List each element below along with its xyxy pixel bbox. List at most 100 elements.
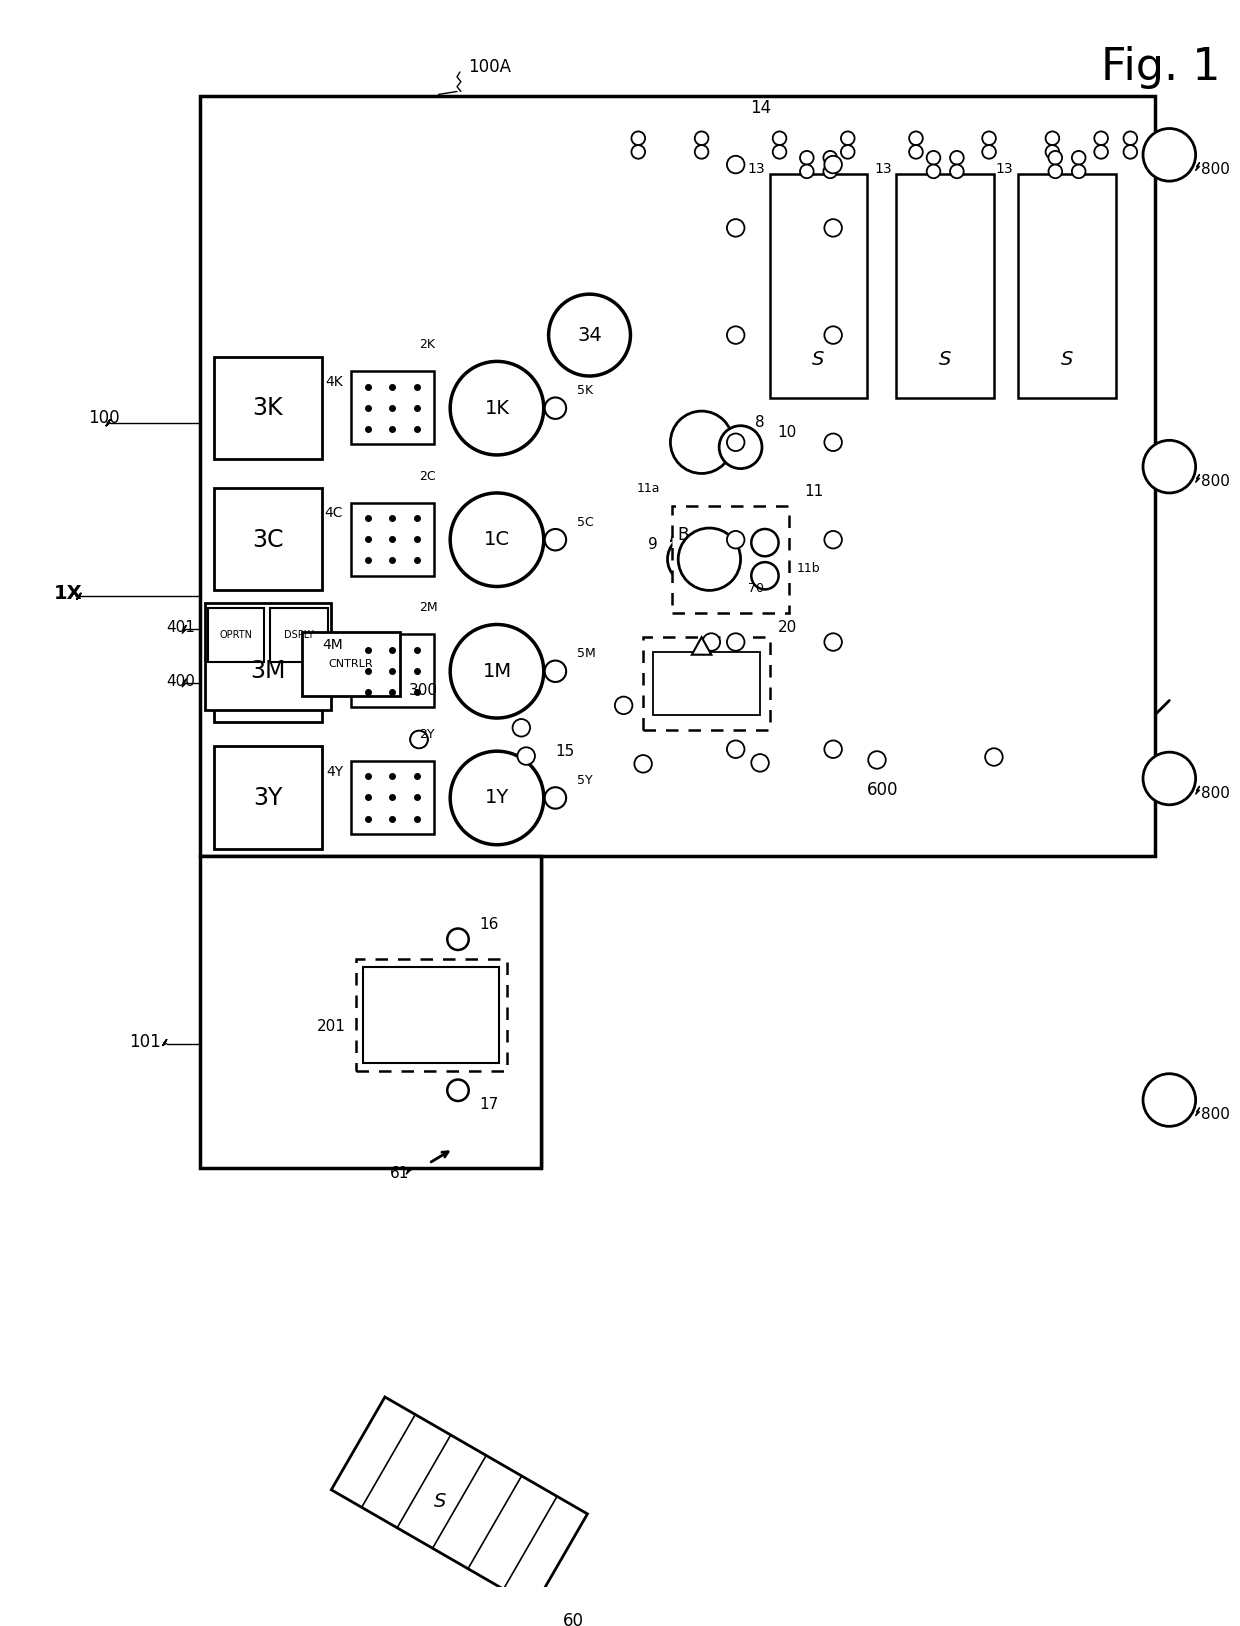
Text: 100: 100 bbox=[88, 408, 119, 428]
Text: 11b: 11b bbox=[797, 563, 821, 576]
Circle shape bbox=[727, 532, 744, 548]
Circle shape bbox=[825, 434, 842, 450]
Circle shape bbox=[1143, 128, 1195, 180]
Bar bbox=[215, 488, 321, 590]
Circle shape bbox=[450, 493, 543, 587]
Bar bbox=[303, 633, 399, 696]
Circle shape bbox=[825, 220, 842, 237]
Circle shape bbox=[727, 434, 744, 450]
Circle shape bbox=[773, 132, 786, 145]
Circle shape bbox=[448, 1080, 469, 1101]
Bar bbox=[363, 966, 498, 1063]
Bar bbox=[356, 959, 507, 1072]
Text: 14: 14 bbox=[750, 99, 771, 117]
Text: 60: 60 bbox=[563, 1613, 584, 1626]
Circle shape bbox=[950, 151, 963, 164]
Circle shape bbox=[751, 528, 779, 556]
Circle shape bbox=[410, 730, 428, 748]
Text: 5M: 5M bbox=[577, 647, 595, 660]
Circle shape bbox=[1143, 441, 1195, 493]
Circle shape bbox=[719, 426, 763, 468]
Circle shape bbox=[517, 748, 534, 764]
Circle shape bbox=[1143, 753, 1195, 805]
Text: 201: 201 bbox=[317, 1020, 346, 1034]
Circle shape bbox=[703, 633, 720, 650]
Text: 34: 34 bbox=[577, 325, 601, 345]
Bar bbox=[1018, 174, 1116, 398]
Text: CNTRLR: CNTRLR bbox=[329, 660, 373, 670]
Circle shape bbox=[909, 132, 923, 145]
Text: 4C: 4C bbox=[325, 506, 343, 520]
Text: 800: 800 bbox=[1202, 473, 1230, 489]
Circle shape bbox=[800, 151, 813, 164]
Circle shape bbox=[982, 145, 996, 159]
Circle shape bbox=[450, 361, 543, 455]
Bar bbox=[653, 652, 760, 715]
Circle shape bbox=[841, 132, 854, 145]
Bar bbox=[351, 371, 434, 444]
Circle shape bbox=[825, 740, 842, 758]
Text: S: S bbox=[434, 1493, 446, 1511]
Text: 800: 800 bbox=[1202, 163, 1230, 177]
Text: 3K: 3K bbox=[253, 397, 283, 420]
Text: 300: 300 bbox=[409, 683, 438, 698]
Text: 1K: 1K bbox=[485, 398, 510, 418]
Bar bbox=[215, 356, 321, 459]
Circle shape bbox=[1123, 145, 1137, 159]
Circle shape bbox=[727, 740, 744, 758]
Text: 13: 13 bbox=[748, 163, 765, 177]
Circle shape bbox=[751, 563, 779, 589]
Text: 600: 600 bbox=[867, 780, 899, 798]
Circle shape bbox=[825, 532, 842, 548]
Circle shape bbox=[868, 751, 885, 769]
Circle shape bbox=[450, 751, 543, 846]
Circle shape bbox=[694, 132, 708, 145]
Text: 4K: 4K bbox=[325, 376, 343, 389]
Bar bbox=[270, 608, 329, 662]
Text: 800: 800 bbox=[1202, 1107, 1230, 1122]
Circle shape bbox=[727, 633, 744, 650]
Circle shape bbox=[841, 145, 854, 159]
Text: 2C: 2C bbox=[419, 470, 435, 483]
Text: 400: 400 bbox=[166, 673, 195, 688]
Text: OPRTN: OPRTN bbox=[219, 631, 252, 641]
Circle shape bbox=[1049, 151, 1063, 164]
Text: S: S bbox=[939, 350, 951, 369]
Text: 70: 70 bbox=[749, 582, 764, 595]
Text: 800: 800 bbox=[1202, 785, 1230, 800]
Text: 5K: 5K bbox=[577, 384, 593, 397]
Text: Fig. 1: Fig. 1 bbox=[1101, 46, 1220, 89]
Circle shape bbox=[825, 156, 842, 174]
Circle shape bbox=[909, 145, 923, 159]
Circle shape bbox=[548, 294, 630, 376]
Circle shape bbox=[694, 145, 708, 159]
Circle shape bbox=[1049, 164, 1063, 179]
Circle shape bbox=[926, 151, 940, 164]
Circle shape bbox=[751, 754, 769, 772]
Circle shape bbox=[1045, 145, 1059, 159]
Text: 101: 101 bbox=[129, 1033, 161, 1050]
Circle shape bbox=[615, 696, 632, 714]
Text: S: S bbox=[812, 350, 825, 369]
Circle shape bbox=[1094, 145, 1107, 159]
Circle shape bbox=[1045, 132, 1059, 145]
Circle shape bbox=[1071, 164, 1085, 179]
Circle shape bbox=[631, 145, 645, 159]
Circle shape bbox=[823, 151, 837, 164]
Text: 8: 8 bbox=[755, 415, 765, 431]
Text: 15: 15 bbox=[556, 743, 574, 759]
Text: DSPLY: DSPLY bbox=[284, 631, 314, 641]
Circle shape bbox=[773, 145, 786, 159]
Circle shape bbox=[635, 754, 652, 772]
Bar bbox=[205, 603, 331, 711]
Circle shape bbox=[667, 535, 717, 584]
Bar bbox=[351, 761, 434, 834]
Circle shape bbox=[926, 164, 940, 179]
Text: 9: 9 bbox=[649, 537, 657, 553]
Circle shape bbox=[950, 164, 963, 179]
Circle shape bbox=[544, 660, 567, 681]
Circle shape bbox=[825, 633, 842, 650]
Circle shape bbox=[985, 748, 1003, 766]
Text: 1X: 1X bbox=[53, 584, 82, 603]
Text: 20: 20 bbox=[777, 620, 797, 634]
